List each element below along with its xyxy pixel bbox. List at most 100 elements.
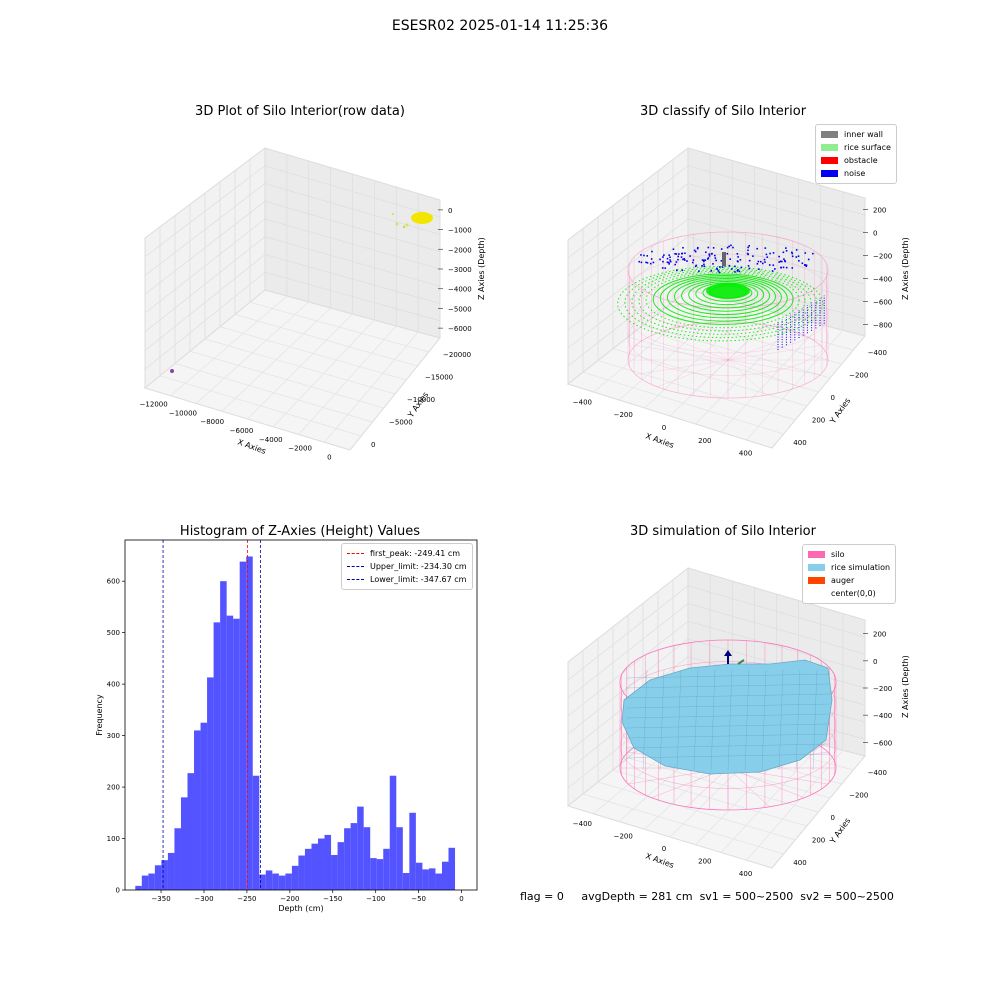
raw-y-tick-label: −10000 — [407, 396, 435, 404]
raw-y-tick-label: 0 — [371, 441, 375, 449]
histogram-bar — [194, 730, 201, 890]
histogram-bar — [265, 870, 273, 890]
noise-point — [746, 252, 749, 255]
noise-point — [783, 258, 785, 260]
simulation-z-tick-label: −600 — [873, 739, 892, 747]
rice-surface-swatch — [821, 144, 838, 151]
noise-point — [756, 247, 759, 250]
noise-point — [791, 252, 794, 255]
histogram-bar — [272, 873, 279, 890]
noise-point — [710, 270, 713, 272]
silo-floor-spoke — [727, 767, 770, 807]
noise-point — [668, 254, 670, 256]
grid-line — [144, 254, 441, 351]
noise-point — [708, 253, 711, 255]
legend-label: Upper_limit: -234.30 cm — [370, 562, 467, 571]
noise-point — [707, 246, 710, 249]
inner-wall-floor-spoke — [727, 359, 767, 396]
noise-point — [677, 255, 680, 258]
grid-line — [567, 200, 866, 295]
histogram-y-tick-label: 600 — [107, 578, 120, 586]
histogram-bar — [161, 860, 168, 890]
noise-point — [747, 249, 749, 252]
noise-point — [797, 255, 800, 257]
surface-mesh-line — [625, 743, 831, 749]
raw-x-tick-label: −10000 — [169, 409, 197, 417]
surface-mesh-line — [778, 669, 784, 771]
simulation-y-tick-label: 200 — [812, 836, 825, 844]
histogram-bar — [409, 812, 416, 890]
noise-point — [716, 268, 718, 271]
histogram-y-tick-label: 300 — [107, 732, 120, 740]
noise-point — [791, 267, 794, 269]
noise-point — [704, 259, 707, 262]
histogram-bar — [402, 873, 410, 890]
sv1-text: sv1 = 500~2500 — [699, 890, 794, 903]
histogram-bar — [298, 855, 305, 890]
noise-point — [730, 244, 732, 247]
noise-point — [715, 259, 717, 262]
noise-point — [795, 256, 798, 258]
noise-point — [682, 258, 684, 261]
noise-point — [791, 251, 793, 254]
classify-x-tick-label: 200 — [698, 437, 711, 445]
noise-point — [702, 259, 705, 262]
simulation-z-tick-label: 0 — [873, 658, 877, 666]
noise-point — [643, 254, 645, 257]
grid-line — [746, 750, 844, 861]
surface-mesh-line — [625, 703, 831, 709]
histogram-bar — [357, 806, 364, 890]
histogram-bar — [246, 556, 253, 890]
surface-mesh-line — [676, 669, 682, 771]
legend-label: Lower_limit: -347.67 cm — [370, 575, 467, 584]
noise-point — [720, 248, 723, 250]
surface-mesh-line — [812, 669, 818, 771]
raw-y-tick-label: −20000 — [443, 351, 471, 359]
grid-line — [298, 325, 397, 435]
histogram-bar — [220, 581, 227, 890]
noise-point — [717, 270, 720, 272]
noise-point — [659, 258, 661, 261]
noise-point — [765, 253, 768, 256]
noise-point — [696, 247, 699, 250]
noise-point — [678, 253, 680, 255]
grid-line — [746, 330, 844, 441]
noise-point — [674, 263, 676, 266]
histogram-bar — [174, 828, 181, 890]
noise-point — [650, 258, 653, 260]
simulation-x-tick-label: 400 — [739, 870, 752, 878]
rice-surface-ring — [617, 266, 824, 342]
noise-point — [736, 269, 739, 272]
noise-point — [640, 261, 643, 264]
noise-point — [801, 262, 804, 265]
histogram-bar — [435, 873, 442, 890]
grid-line — [144, 218, 441, 314]
noise-point — [779, 260, 782, 263]
noise-point — [791, 255, 794, 258]
noise-point — [694, 265, 697, 268]
legend-item-first-peak: first_peak: -249.41 cm — [347, 547, 467, 560]
inner-wall-floor-spoke — [727, 332, 799, 361]
noise-point — [684, 252, 686, 255]
noise-point — [728, 245, 730, 248]
raw-point — [402, 225, 406, 229]
noise-point — [694, 250, 697, 253]
histogram-x-tick-label: −250 — [237, 895, 256, 903]
rice-surface-ring — [624, 267, 818, 339]
raw-x-tick-label: −2000 — [288, 445, 312, 453]
inner-wall-floor-spoke — [657, 332, 729, 361]
noise-point — [682, 246, 684, 249]
noise-point — [771, 270, 774, 272]
noise-point — [640, 254, 642, 256]
surface-mesh-line — [761, 669, 767, 771]
grid-line — [567, 585, 866, 681]
histogram-bar — [376, 859, 384, 890]
noise-point — [726, 252, 729, 255]
flag-text: flag = 0 — [520, 890, 564, 903]
surface-mesh-line — [625, 683, 831, 689]
inner-wall-bottom-ring — [627, 321, 829, 399]
noise-point — [807, 258, 810, 261]
histogram-bar — [304, 848, 312, 890]
legend-label: auger — [831, 576, 855, 585]
